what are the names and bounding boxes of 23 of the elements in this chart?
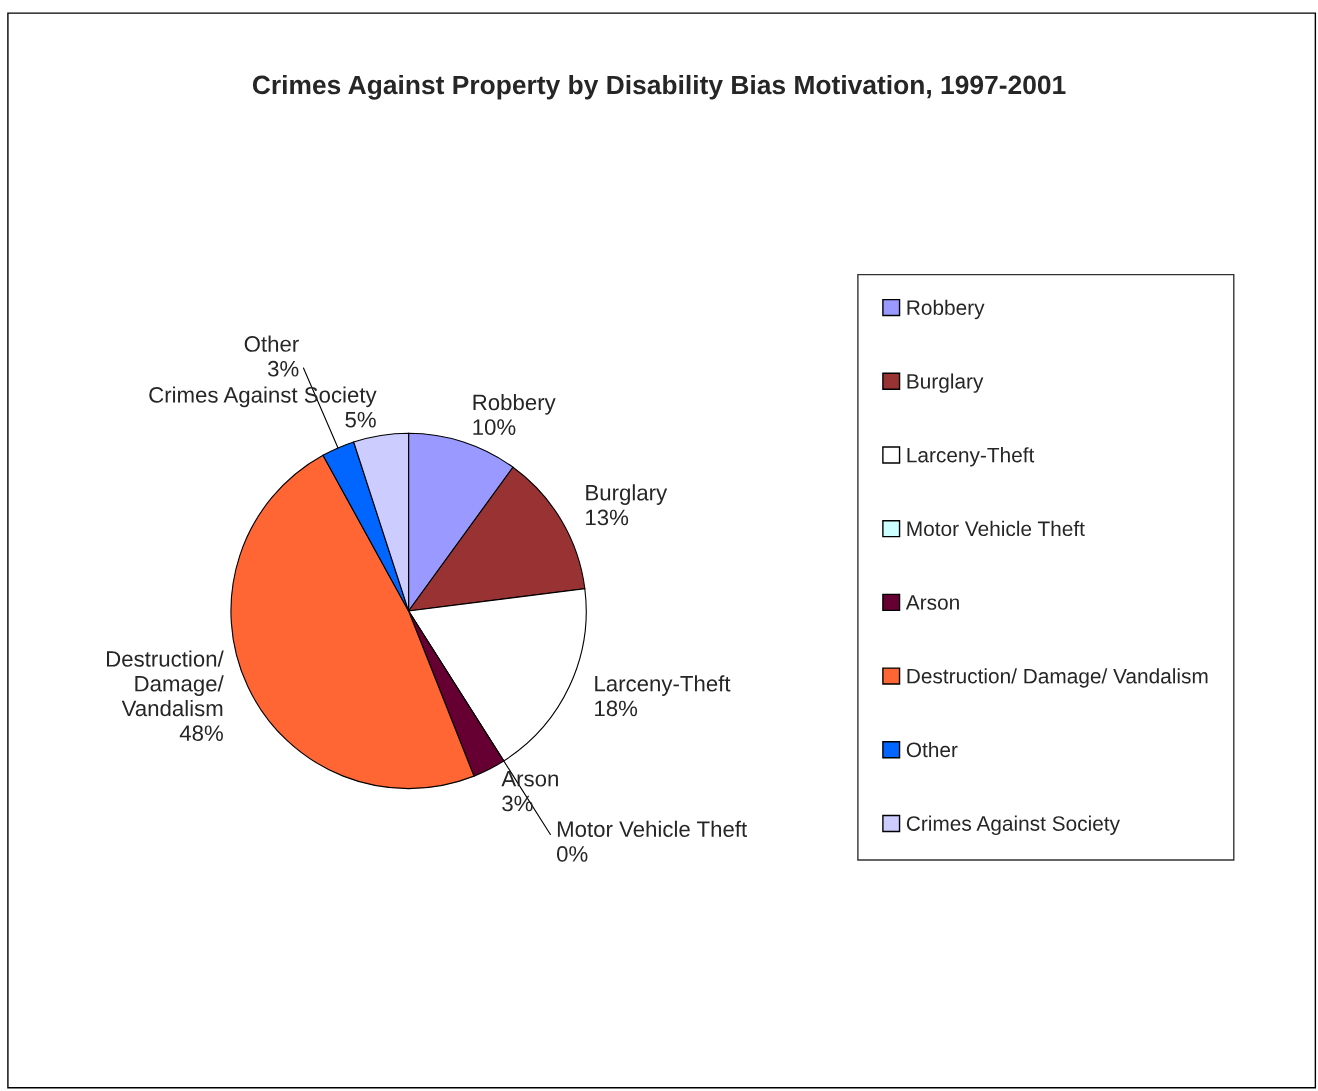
slice-label: Burglary [586, 484, 668, 505]
slice-label: Other [244, 335, 299, 352]
legend-label: Crimes Against Society [906, 815, 1120, 836]
legend-label: Arson [905, 595, 959, 610]
text: 0% [556, 846, 588, 862]
data-label: 13% [586, 509, 629, 526]
chart-title: Crimes Against Property by Disability Bias Motivation, 1997-2001 [252, 74, 1066, 100]
slice-label: Destruction/ Damage/ Vandalism [107, 650, 224, 717]
slice-label: Larceny-Theft [595, 675, 731, 696]
data-label: 3% [267, 360, 299, 377]
data-label: 5% [345, 411, 376, 428]
data-label: 10% [473, 419, 516, 435]
legend-label: Motor Vehicle Theft [907, 520, 1085, 537]
legend-label: Robbery [907, 299, 985, 320]
legend-label: Other [906, 741, 958, 758]
legend-label: Destruction/ Damage/ Vandalism [907, 668, 1208, 688]
slice-label: Robbery [473, 393, 556, 415]
legend-label: Larceny-Theft [907, 447, 1035, 467]
category-label: Motor Vehicle Theft [557, 820, 748, 838]
data-label: 18% [595, 700, 638, 717]
legend-label: Burglary [907, 373, 984, 393]
data-label: 48% [179, 725, 223, 742]
data-label: 3% [502, 795, 533, 812]
